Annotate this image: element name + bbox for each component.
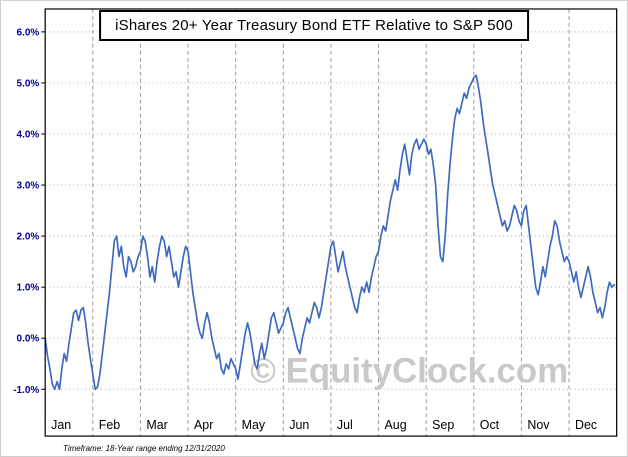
x-tick-label: May [242, 418, 266, 432]
x-tick-label: Jun [289, 418, 309, 432]
horizontal-gridlines [45, 31, 617, 390]
x-tick-label: Jan [51, 418, 71, 432]
x-tick-label: Nov [527, 418, 550, 432]
y-tick-label: 4.0% [17, 129, 40, 140]
x-tick-label: Feb [99, 418, 121, 432]
y-axis-ticks [41, 31, 46, 390]
watermark: © EquityClock.com [250, 351, 568, 390]
x-axis-labels: Jan Feb Mar Apr May Jun Jul Aug Sep Oct Nov Dec [51, 418, 597, 432]
y-tick-label: 3.0% [17, 181, 40, 192]
y-tick-label: -1.0% [13, 385, 39, 396]
x-tick-label: Mar [146, 418, 167, 432]
x-tick-label: Aug [385, 418, 407, 432]
x-tick-label: Sep [432, 418, 454, 432]
y-tick-label: 2.0% [17, 232, 40, 243]
y-tick-label: 0.0% [17, 334, 40, 345]
y-tick-label: 5.0% [17, 78, 40, 89]
series-line [44, 74, 616, 391]
chart-title: iShares 20+ Year Treasury Bond ETF Relat… [99, 10, 529, 41]
timeframe-note: Timeframe: 18-Year range ending 12/31/20… [63, 444, 225, 453]
x-tick-label: Dec [575, 418, 597, 432]
x-tick-label: Jul [337, 418, 353, 432]
x-tick-label: Oct [480, 418, 500, 432]
plot-border [44, 8, 618, 437]
y-axis-labels: 6.0% 5.0% 4.0% 3.0% 2.0% 1.0% 0.0% -1.0% [13, 27, 39, 395]
y-tick-label: 1.0% [17, 283, 40, 294]
y-tick-label: 6.0% [17, 27, 40, 38]
x-tick-label: Apr [194, 418, 213, 432]
